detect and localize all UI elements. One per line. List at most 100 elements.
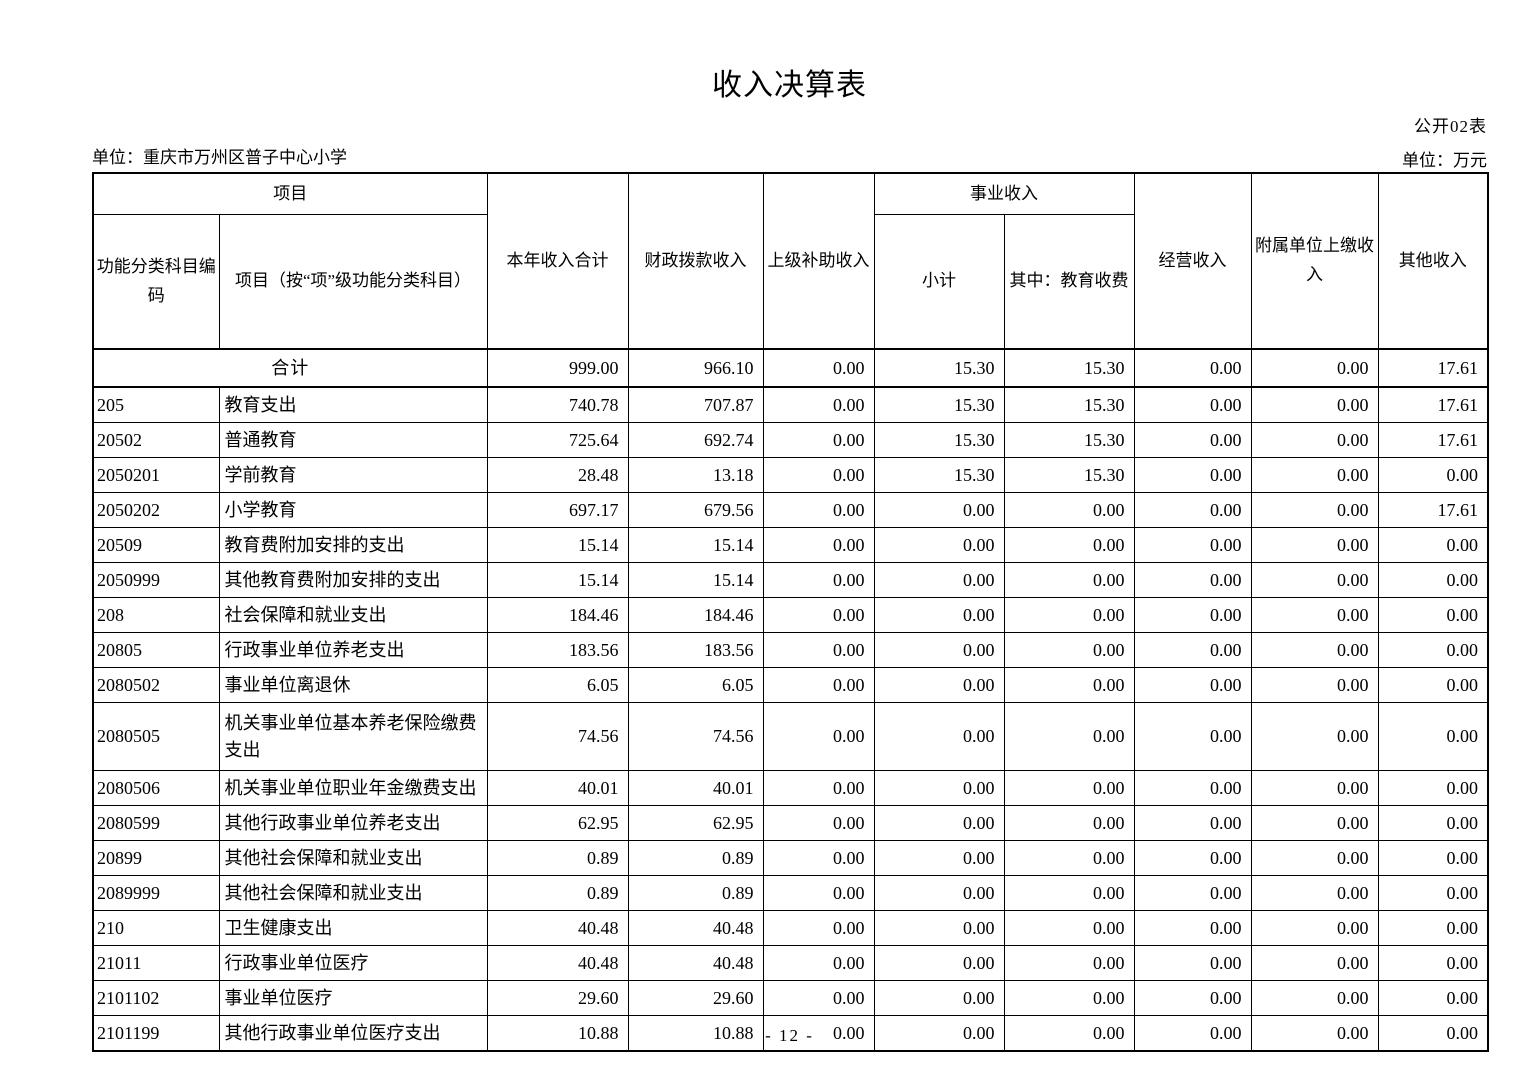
row-value-cell: 0.00 <box>1250 980 1379 1016</box>
row-value-cell: 0.00 <box>1003 805 1135 841</box>
row-value-cell: 40.48 <box>627 910 764 946</box>
row-value-cell: 15.30 <box>1003 422 1135 458</box>
row-value-cell: 0.00 <box>1250 667 1379 703</box>
row-value-cell: 0.00 <box>873 632 1005 668</box>
row-value-cell: 0.00 <box>873 910 1005 946</box>
row-value-cell: 0.00 <box>1003 840 1135 876</box>
table-body: 合计 999.00 966.10 0.00 15.30 15.30 0.00 0.00 17.6… <box>92 348 1489 1052</box>
table-code-label: 公开02表 <box>1414 117 1487 136</box>
row-value-cell: 0.00 <box>762 875 875 911</box>
row-value-cell: 0.00 <box>1133 386 1252 423</box>
row-value-cell: 40.48 <box>627 945 764 981</box>
row-function-code: 20509 <box>92 527 220 563</box>
row-value-cell: 0.00 <box>1250 562 1379 598</box>
row-value-cell: 15.30 <box>873 457 1005 493</box>
table-row: 2050202 小学教育 697.17 679.56 0.00 0.00 0.00 0.00 0… <box>92 492 1489 528</box>
row-value-cell: 0.00 <box>1250 632 1379 668</box>
row-value-cell: 0.00 <box>762 632 875 668</box>
row-value-cell: 0.00 <box>1377 457 1489 493</box>
row-item-name: 其他社会保障和就业支出 <box>218 840 488 876</box>
row-value-cell: 0.89 <box>627 840 764 876</box>
row-value-cell: 0.00 <box>1250 1015 1379 1052</box>
row-function-code: 2101199 <box>92 1015 220 1052</box>
row-value-cell: 74.56 <box>627 702 764 771</box>
row-value-cell: 966.10 <box>627 348 764 388</box>
row-value-cell: 0.00 <box>1250 457 1379 493</box>
row-value-cell: 0.00 <box>1133 945 1252 981</box>
row-value-cell: 0.00 <box>873 945 1005 981</box>
header-education-fee: 其中：教育收费 <box>1003 214 1135 350</box>
row-value-cell: 15.30 <box>873 386 1005 423</box>
table-row: 2101102 事业单位医疗 29.60 29.60 0.00 0.00 0.00 0.00 0… <box>92 980 1489 1016</box>
row-item-name: 其他行政事业单位养老支出 <box>218 805 488 841</box>
table-row: 2050999 其他教育费附加安排的支出 15.14 15.14 0.00 0.00 0.0… <box>92 562 1489 598</box>
row-value-cell: 15.14 <box>627 562 764 598</box>
row-value-cell: 40.01 <box>486 770 629 806</box>
row-value-cell: 0.00 <box>1377 770 1489 806</box>
row-function-code: 20805 <box>92 632 220 668</box>
table-row: 2080505 机关事业单位基本养老保险缴费支出 74.56 74.56 0.00 0.0… <box>92 702 1489 771</box>
row-item-name: 社会保障和就业支出 <box>218 597 488 633</box>
header-project-group: 项目 <box>92 172 488 215</box>
row-value-cell: 0.00 <box>762 527 875 563</box>
row-value-cell: 0.00 <box>1250 348 1379 388</box>
row-item-name: 其他行政事业单位医疗支出 <box>218 1015 488 1052</box>
row-value-cell: 0.00 <box>1133 562 1252 598</box>
row-value-cell: 0.00 <box>762 492 875 528</box>
row-value-cell: 0.00 <box>762 910 875 946</box>
row-value-cell: 0.00 <box>1250 770 1379 806</box>
row-value-cell: 0.00 <box>1003 667 1135 703</box>
row-value-cell: 0.00 <box>1377 632 1489 668</box>
row-value-cell: 0.00 <box>1133 597 1252 633</box>
page-number: - 12 - <box>765 1026 814 1045</box>
row-value-cell: 15.14 <box>486 527 629 563</box>
row-value-cell: 6.05 <box>486 667 629 703</box>
header-total-income: 本年收入合计 <box>486 172 629 350</box>
row-value-cell: 0.89 <box>486 840 629 876</box>
row-value-cell: 0.00 <box>1250 597 1379 633</box>
row-value-cell: 0.00 <box>1133 667 1252 703</box>
row-value-cell: 0.00 <box>1003 980 1135 1016</box>
row-value-cell: 0.00 <box>1133 805 1252 841</box>
header-function-code: 功能分类科目编码 <box>92 214 220 350</box>
row-value-cell: 0.00 <box>1377 805 1489 841</box>
row-value-cell: 0.00 <box>1133 1015 1252 1052</box>
row-value-cell: 183.56 <box>486 632 629 668</box>
row-value-cell: 29.60 <box>486 980 629 1016</box>
row-function-code: 20899 <box>92 840 220 876</box>
row-item-name: 机关事业单位职业年金缴费支出 <box>218 770 488 806</box>
table-row: 2080502 事业单位离退休 6.05 6.05 0.00 0.00 0.00 0.00 0.… <box>92 667 1489 703</box>
row-value-cell: 0.00 <box>1003 910 1135 946</box>
page-title: 收入决算表 <box>712 69 867 102</box>
row-function-code: 20502 <box>92 422 220 458</box>
row-value-cell: 0.00 <box>1250 910 1379 946</box>
row-value-cell: 15.30 <box>1003 348 1135 388</box>
table-row: 20805 行政事业单位养老支出 183.56 183.56 0.00 0.00 0.00 0… <box>92 632 1489 668</box>
row-value-cell: 0.89 <box>486 875 629 911</box>
row-value-cell: 10.88 <box>627 1015 764 1052</box>
row-value-cell: 17.61 <box>1377 386 1489 423</box>
row-value-cell: 0.00 <box>762 386 875 423</box>
row-value-cell: 0.00 <box>1250 702 1379 771</box>
row-value-cell: 0.00 <box>1133 632 1252 668</box>
row-value-cell: 0.00 <box>1003 702 1135 771</box>
table-row: 2080506 机关事业单位职业年金缴费支出 40.01 40.01 0.00 0.00 0… <box>92 770 1489 806</box>
table-row: 210 卫生健康支出 40.48 40.48 0.00 0.00 0.00 0.00 0.00 0… <box>92 910 1489 946</box>
row-value-cell: 0.00 <box>1003 632 1135 668</box>
row-value-cell: 0.89 <box>627 875 764 911</box>
row-value-cell: 0.00 <box>1377 702 1489 771</box>
row-value-cell: 29.60 <box>627 980 764 1016</box>
row-value-cell: 183.56 <box>627 632 764 668</box>
row-function-code: 2050999 <box>92 562 220 598</box>
row-value-cell: 62.95 <box>486 805 629 841</box>
row-value-cell: 0.00 <box>873 770 1005 806</box>
row-value-cell: 0.00 <box>873 667 1005 703</box>
row-value-cell: 13.18 <box>627 457 764 493</box>
row-item-name: 教育支出 <box>218 386 488 423</box>
row-value-cell: 0.00 <box>873 702 1005 771</box>
row-value-cell: 0.00 <box>1377 945 1489 981</box>
row-value-cell: 15.30 <box>873 348 1005 388</box>
row-value-cell: 0.00 <box>762 597 875 633</box>
row-value-cell: 0.00 <box>1250 422 1379 458</box>
